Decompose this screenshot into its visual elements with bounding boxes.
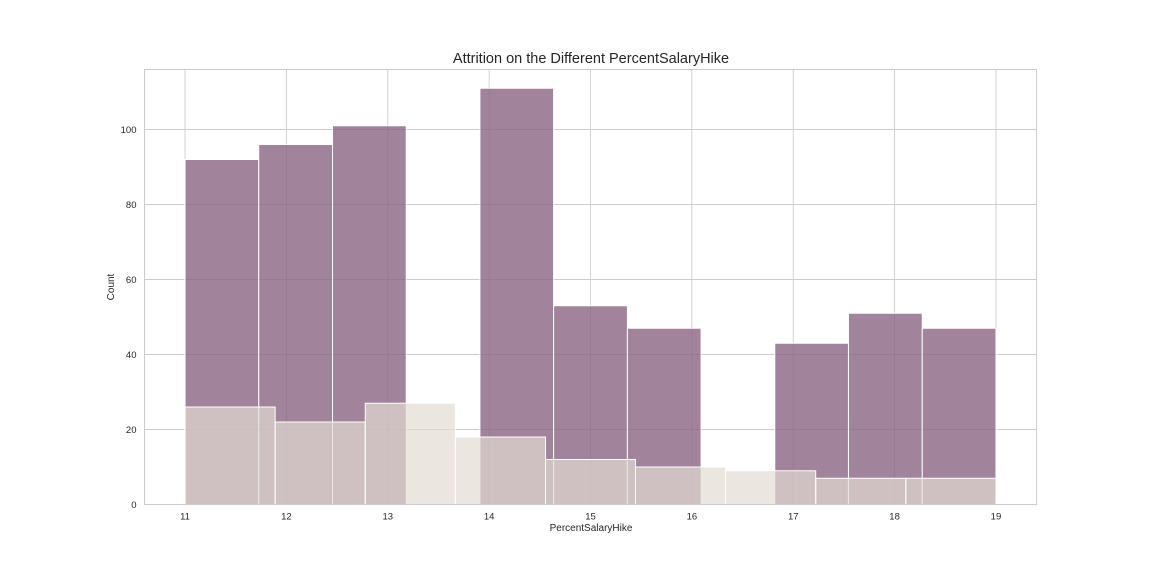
y-tick-label: 20: [126, 425, 137, 436]
histogram-bar: [454, 436, 546, 505]
x-tick-label: 13: [382, 512, 393, 523]
histogram-bar: [364, 402, 456, 505]
y-tick-label: 0: [131, 500, 136, 511]
chart-title: Attrition on the Different PercentSalary…: [453, 51, 729, 67]
histogram-bars: [184, 87, 997, 505]
plot-frame: [144, 69, 1037, 505]
x-tick-label: 12: [281, 512, 292, 523]
x-tick-label: 17: [788, 512, 799, 523]
histogram-bar: [921, 327, 997, 505]
y-tick-label: 40: [126, 350, 137, 361]
x-tick-label: 19: [991, 512, 1002, 523]
histogram-bar: [274, 421, 366, 505]
histogram-bar: [635, 466, 727, 505]
x-tick-label: 15: [585, 512, 596, 523]
x-axis-label: PercentSalaryHike: [550, 523, 633, 534]
histogram-bar: [847, 312, 923, 505]
histogram-bar: [815, 477, 907, 505]
y-tick-labels: 0 20 40 60 80 100: [121, 125, 137, 511]
x-tick-label: 14: [484, 512, 495, 523]
x-tick-label: 11: [180, 512, 190, 523]
y-tick-label: 80: [126, 200, 137, 211]
series-2: [184, 402, 997, 505]
histogram-bar: [479, 87, 555, 505]
y-axis-label: Count: [106, 273, 117, 300]
histogram-bar: [725, 470, 817, 505]
x-tick-label: 18: [889, 512, 900, 523]
x-tick-label: 16: [687, 512, 698, 523]
y-tick-label: 100: [121, 125, 137, 136]
y-tick-label: 60: [126, 275, 137, 286]
histogram-bar: [184, 406, 276, 505]
histogram-bar: [905, 477, 997, 505]
histogram-bar: [544, 459, 637, 505]
x-tick-labels: 11 12 13 14 15 16 17 18 19: [180, 512, 1001, 523]
